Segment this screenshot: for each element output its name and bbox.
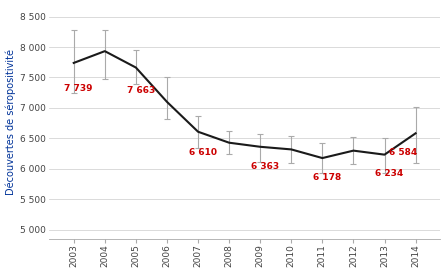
Text: 6 363: 6 363: [251, 162, 279, 171]
Text: 6 234: 6 234: [375, 169, 404, 178]
Text: 6 610: 6 610: [189, 148, 217, 157]
Text: 7 663: 7 663: [127, 86, 155, 95]
Y-axis label: Découvertes de séropositivité: Découvertes de séropositivité: [5, 49, 16, 195]
Text: 6 584: 6 584: [389, 148, 417, 157]
Text: 7 739: 7 739: [64, 84, 93, 93]
Text: 6 178: 6 178: [313, 173, 341, 182]
